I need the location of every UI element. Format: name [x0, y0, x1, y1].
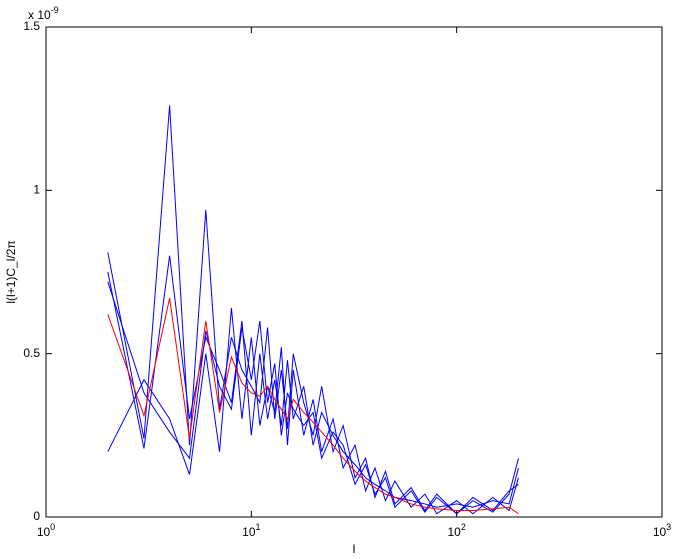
- data-line: [107, 281, 519, 515]
- y-tick-label: 1.5: [23, 19, 40, 33]
- data-line: [107, 298, 519, 515]
- x-tick-base: 10: [447, 525, 461, 539]
- x-tick-base: 10: [37, 525, 51, 539]
- plot-area: [107, 105, 519, 515]
- x-tick-label: 102: [447, 522, 465, 539]
- y-tick-label: 0.5: [23, 346, 40, 360]
- x-tick-power: 0: [50, 522, 55, 532]
- x-tick-label: 101: [242, 522, 260, 539]
- y-exponent-base: x 10: [28, 8, 51, 22]
- data-line: [107, 307, 519, 515]
- y-tick-label: 0: [33, 509, 40, 523]
- x-tick-base: 10: [653, 525, 667, 539]
- x-tick-label: 103: [653, 522, 671, 539]
- data-line: [107, 255, 519, 508]
- x-tick-power: 2: [461, 522, 466, 532]
- data-line: [107, 105, 519, 515]
- y-tick-label: 1: [33, 183, 40, 197]
- axes-box: [45, 26, 663, 518]
- y-exponent-power: -9: [51, 5, 59, 15]
- x-tick-power: 3: [666, 522, 671, 532]
- x-tick-power: 1: [256, 522, 261, 532]
- x-axis-label: l: [353, 542, 356, 556]
- x-tick-base: 10: [242, 525, 256, 539]
- y-axis-label: l(l+1)C_l/2π: [4, 240, 18, 303]
- y-exponent: x 10-9: [28, 5, 59, 22]
- x-tick-label: 100: [37, 522, 55, 539]
